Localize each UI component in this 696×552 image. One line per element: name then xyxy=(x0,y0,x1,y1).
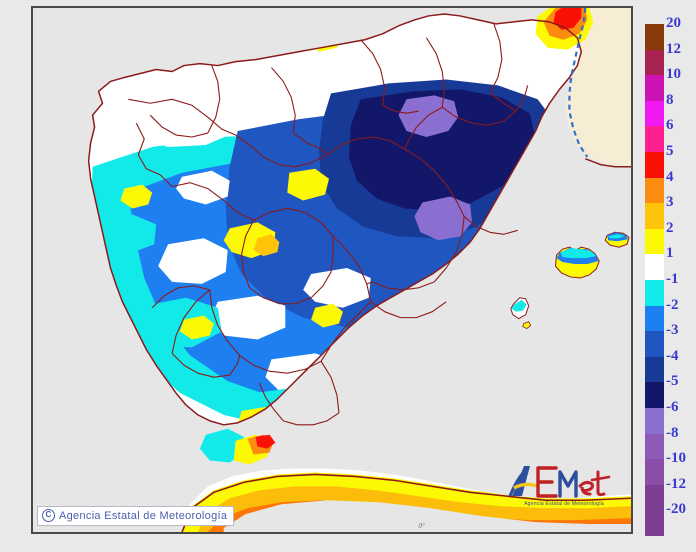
colorbar-swatch-3 xyxy=(645,203,664,229)
colorbar-swatch-4 xyxy=(645,177,664,204)
colorbar-tick-neg4: -4 xyxy=(666,347,679,364)
colorbar-tick-neg20: -20 xyxy=(666,501,686,518)
colorbar-swatch-6 xyxy=(645,126,664,152)
colorbar-swatch-2 xyxy=(645,228,664,255)
colorbar-tick-neg3: -3 xyxy=(666,322,679,339)
colorbar-swatch-neg2 xyxy=(645,305,664,332)
colorbar-swatch-5 xyxy=(645,151,664,178)
colorbar-swatch-neg1 xyxy=(645,279,664,306)
colorbar-tick-20: 20 xyxy=(666,15,681,31)
colorbar-tick-neg2: -2 xyxy=(666,296,679,313)
colorbar-swatch-20 xyxy=(645,24,664,50)
colorbar-tick-neg12: -12 xyxy=(666,475,686,492)
colorbar-tick-neg5: -5 xyxy=(666,373,679,390)
balearic-islands xyxy=(510,231,630,330)
colorbar-tick-10: 10 xyxy=(666,66,681,83)
france-coastline xyxy=(585,158,631,168)
northeast-warm-anomaly xyxy=(535,8,594,50)
colorbar-tick-neg6: -6 xyxy=(666,399,679,415)
colorbar-swatch-neg8 xyxy=(645,433,664,460)
colorbar-swatch-neg12 xyxy=(645,484,664,511)
colorbar-swatch-neg6 xyxy=(645,407,664,434)
province-boundaries xyxy=(128,23,529,426)
colorbar-swatch-neg4 xyxy=(645,356,664,383)
colorbar-tick-5: 5 xyxy=(666,143,674,159)
colorbar-swatch-1 xyxy=(645,254,664,280)
aemet-logo: Agencia Estatal de Meteorología xyxy=(508,456,613,508)
aemet-logo-subtitle: Agencia Estatal de Meteorología xyxy=(524,501,604,507)
colorbar-tick-8: 8 xyxy=(666,91,674,108)
colorbar-tick-neg8: -8 xyxy=(666,424,679,441)
colorbar-tick-neg1: -1 xyxy=(666,271,679,287)
colorbar-swatch-10 xyxy=(645,75,664,101)
colorbar-tick-4: 4 xyxy=(666,168,674,185)
colorbar-swatch-neg3 xyxy=(645,331,664,357)
colorbar-tick-6: 6 xyxy=(666,117,674,134)
copyright-icon: C xyxy=(42,509,55,522)
copyright-attribution: C Agencia Estatal de Meteorología xyxy=(37,506,235,526)
scale-marker: 0° xyxy=(418,522,424,530)
colorbar-swatch-neg10 xyxy=(645,459,664,485)
map-frame: 0° C Agencia Estatal de Meteorología xyxy=(31,6,633,534)
africa-coastline xyxy=(181,473,631,532)
temperature-anomaly-map: 0° xyxy=(33,8,631,532)
colorbar-swatch-8 xyxy=(645,100,664,127)
colorbar-tick-12: 12 xyxy=(666,40,681,57)
copyright-text: Agencia Estatal de Meteorología xyxy=(59,509,228,522)
colorbar-tick-2: 2 xyxy=(666,219,674,236)
gibraltar-strait-anomaly xyxy=(199,428,276,465)
iberia-coastline xyxy=(87,13,583,426)
colorbar-tick-3: 3 xyxy=(666,194,674,211)
africa-interior xyxy=(223,500,631,532)
colorbar-swatch-12 xyxy=(645,49,664,76)
colorbar-swatch-neg5 xyxy=(645,382,664,408)
colorbar-labels: 20 12 10 8 6 5 4 3 2 1 -1 -2 -3 -4 -5 -6 -8 -10 -12 -20 xyxy=(666,0,696,552)
france-landmass xyxy=(565,8,631,167)
colorbar-scale xyxy=(645,24,664,536)
colorbar-tick-neg10: -10 xyxy=(666,450,686,467)
colorbar-tick-1: 1 xyxy=(666,245,674,262)
colorbar-swatch-neg20 xyxy=(645,510,664,536)
